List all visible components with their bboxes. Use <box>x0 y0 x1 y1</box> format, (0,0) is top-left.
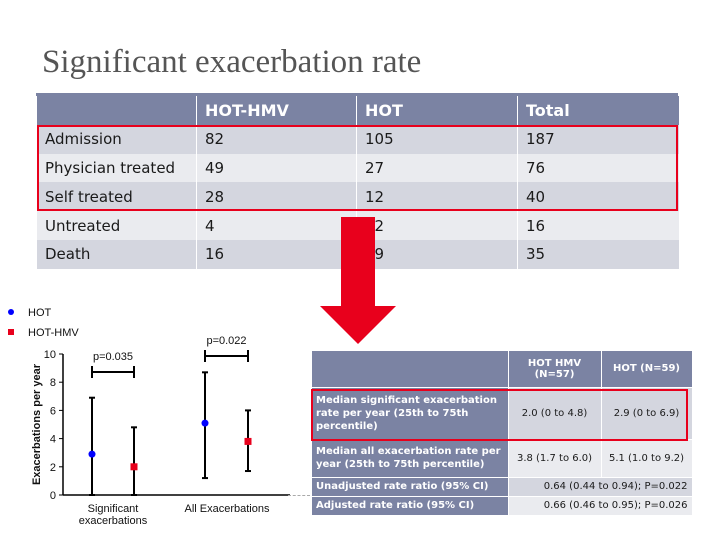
legend-label: HOT-HMV <box>28 327 79 339</box>
exacerbation-table: HOT-HMV HOT Total Admission 82 105 187 P… <box>36 96 679 269</box>
legend-marker <box>8 309 14 315</box>
table-cell: 105 <box>356 124 518 154</box>
table-cell: 4 <box>196 211 357 240</box>
y-tick-label: 10 <box>44 349 56 361</box>
row-label: Unadjusted rate ratio (95% CI) <box>312 477 509 497</box>
table-cell: 2.0 (0 to 4.8) <box>508 387 602 440</box>
row-label: Admission <box>36 124 197 154</box>
table-cell: 28 <box>196 182 357 212</box>
table-cell: 19 <box>356 239 518 269</box>
rate-table: HOT HMV (N=57) HOT (N=59) Median signifi… <box>312 351 693 516</box>
data-point-hot-hmv <box>130 463 138 471</box>
table-cell: 0.64 (0.44 to 0.94); P=0.022 <box>508 477 693 497</box>
table-row: Median significant exacerbation rate per… <box>312 387 693 440</box>
row-label: Physician treated <box>36 153 197 183</box>
header-cell: HOT HMV (N=57) <box>508 351 602 388</box>
table-row: Unadjusted rate ratio (95% CI) 0.64 (0.4… <box>312 477 693 497</box>
legend-label: HOT <box>28 307 52 319</box>
row-label: Adjusted rate ratio (95% CI) <box>312 496 509 516</box>
table-row: Median all exacerbation rate per year (2… <box>312 439 693 478</box>
header-cell: Total <box>517 96 679 125</box>
y-tick-label: 0 <box>50 490 56 502</box>
title-divider <box>36 93 678 96</box>
data-point-hot-hmv <box>244 437 252 445</box>
table-cell: 0.66 (0.46 to 0.95); P=0.026 <box>508 496 693 516</box>
y-axis-label: Exacerbations per year <box>31 363 43 485</box>
table-cell: 27 <box>356 153 518 183</box>
x-tick-label: All Exacerbations <box>185 503 270 515</box>
table-cell: 5.1 (1.0 to 9.2) <box>601 439 693 478</box>
p-value-label: p=0.022 <box>206 335 246 347</box>
y-tick-label: 8 <box>50 377 56 389</box>
table-cell: 76 <box>517 153 679 183</box>
table-header-row: HOT-HMV HOT Total <box>36 96 679 125</box>
highlight-box-rate <box>311 389 688 441</box>
table-cell: 40 <box>517 182 679 212</box>
row-label: Untreated <box>36 211 197 240</box>
x-tick-label: Significant <box>88 503 139 515</box>
y-tick-label: 2 <box>50 462 56 474</box>
header-cell: HOT <box>356 96 518 125</box>
table-row: Adjusted rate ratio (95% CI) 0.66 (0.46 … <box>312 496 693 516</box>
table-cell: 2.9 (0 to 6.9) <box>601 387 693 440</box>
table-cell: 82 <box>196 124 357 154</box>
rate-table-header: HOT HMV (N=57) HOT (N=59) <box>312 351 693 388</box>
table-cell: 16 <box>517 211 679 240</box>
p-value-label: p=0.035 <box>93 351 133 363</box>
row-label: Self treated <box>36 182 197 212</box>
header-cell: HOT (N=59) <box>601 351 693 388</box>
data-point-hot <box>201 419 209 427</box>
header-cell <box>36 96 197 125</box>
table-cell: 49 <box>196 153 357 183</box>
data-point-hot <box>88 450 96 458</box>
header-cell: HOT-HMV <box>196 96 357 125</box>
connector-line <box>288 495 310 496</box>
table-cell: 16 <box>196 239 357 269</box>
row-label: Median all exacerbation rate per year (2… <box>312 439 509 478</box>
table-row: Death 16 19 35 <box>36 239 679 269</box>
table-cell: 187 <box>517 124 679 154</box>
x-tick-label: exacerbations <box>79 515 148 527</box>
header-cell <box>312 351 509 388</box>
row-label: Median significant exacerbation rate per… <box>312 387 509 440</box>
table-row: Admission 82 105 187 <box>36 124 679 154</box>
slide-title: Significant exacerbation rate <box>42 44 422 80</box>
table-cell: 12 <box>356 211 518 240</box>
table-row: Physician treated 49 27 76 <box>36 153 679 183</box>
table-row: Untreated 4 12 16 <box>36 211 679 240</box>
table-cell: 35 <box>517 239 679 269</box>
table-cell: 3.8 (1.7 to 6.0) <box>508 439 602 478</box>
row-label: Death <box>36 239 197 269</box>
y-tick-label: 4 <box>50 434 56 446</box>
highlight-box-table <box>37 125 678 211</box>
table-cell: 12 <box>356 182 518 212</box>
table-row: Self treated 28 12 40 <box>36 182 679 212</box>
y-tick-label: 6 <box>50 405 56 417</box>
legend-marker <box>8 329 14 335</box>
